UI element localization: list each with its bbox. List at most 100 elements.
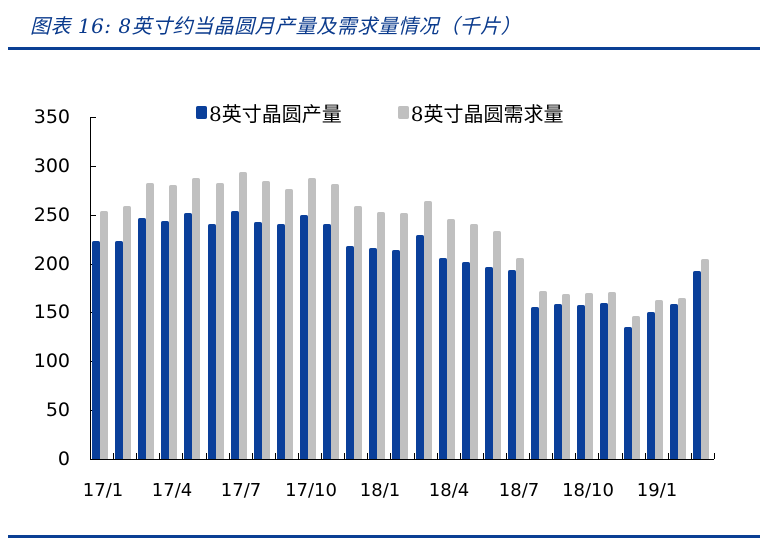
bar-demand — [470, 224, 478, 459]
x-tick — [645, 453, 646, 459]
legend-label-production: 8英寸晶圆产量 — [209, 102, 342, 126]
x-tick — [206, 453, 207, 459]
bar-demand — [562, 294, 570, 459]
x-axis — [90, 459, 714, 460]
y-tick-label: 300 — [33, 155, 70, 177]
bar-demand — [447, 219, 455, 459]
y-tick-label: 0 — [57, 448, 70, 470]
bar-demand — [123, 206, 131, 459]
bar-production — [92, 241, 100, 459]
bar-demand — [146, 183, 154, 459]
y-tick — [90, 215, 96, 216]
x-tick — [367, 453, 368, 459]
x-tick — [575, 453, 576, 459]
x-tick — [414, 453, 415, 459]
bar-demand — [655, 300, 663, 459]
bar-demand — [308, 178, 316, 459]
bar-demand — [608, 292, 616, 459]
y-tick — [90, 166, 96, 167]
x-tick — [344, 453, 345, 459]
y-tick-label: 350 — [33, 106, 70, 128]
bottom-divider — [8, 535, 760, 538]
y-tick-label: 150 — [33, 301, 70, 323]
x-tick — [159, 453, 160, 459]
bar-production — [577, 305, 585, 459]
bar-production — [277, 224, 285, 459]
x-tick-label: 19/1 — [636, 480, 678, 501]
y-tick-label: 200 — [33, 253, 70, 275]
legend-item-production: 8英寸晶圆产量 — [196, 98, 342, 127]
bar-production — [600, 303, 608, 459]
y-axis — [90, 117, 91, 460]
x-tick — [321, 453, 322, 459]
chart-legend: 8英寸晶圆产量 8英寸晶圆需求量 — [196, 98, 619, 127]
legend-swatch-demand — [397, 106, 409, 119]
x-tick — [529, 453, 530, 459]
y-tick — [90, 117, 96, 118]
x-tick — [252, 453, 253, 459]
x-tick — [460, 453, 461, 459]
bar-demand — [539, 291, 547, 459]
bar-demand — [377, 212, 385, 459]
bar-demand — [400, 213, 408, 459]
bar-production — [300, 215, 308, 459]
bar-production — [138, 218, 146, 459]
x-tick — [598, 453, 599, 459]
x-tick — [298, 453, 299, 459]
bar-production — [392, 250, 400, 459]
bar-demand — [285, 189, 293, 459]
x-tick-label: 18/7 — [498, 480, 540, 501]
bar-production — [624, 327, 632, 459]
bar-production — [115, 241, 123, 459]
x-tick-label: 17/10 — [285, 480, 337, 501]
bar-demand — [262, 181, 270, 459]
y-tick-label: 50 — [45, 399, 70, 421]
bar-production — [254, 222, 262, 459]
bar-production — [485, 267, 493, 459]
x-tick — [506, 453, 507, 459]
bar-production — [416, 235, 424, 459]
x-tick-label: 18/10 — [562, 480, 614, 501]
bar-demand — [678, 298, 686, 459]
bar-demand — [701, 259, 709, 459]
x-tick-label: 18/4 — [428, 480, 470, 501]
y-tick-label: 250 — [33, 204, 70, 226]
bar-production — [647, 312, 655, 459]
bar-demand — [216, 183, 224, 459]
x-tick — [691, 453, 692, 459]
bar-production — [323, 224, 331, 459]
bar-demand — [585, 293, 593, 459]
bar-demand — [192, 178, 200, 459]
figure-title: 图表 16: 8英寸约当晶圆月产量及需求量情况（千片） — [30, 14, 522, 38]
bar-demand — [516, 258, 524, 459]
top-divider — [8, 47, 760, 50]
legend-label-demand: 8英寸晶圆需求量 — [410, 102, 564, 126]
x-tick — [229, 453, 230, 459]
y-tick — [90, 459, 96, 460]
bar-production — [670, 304, 678, 459]
x-tick — [668, 453, 669, 459]
bar-production — [208, 224, 216, 459]
bar-demand — [354, 206, 362, 459]
bar-production — [161, 221, 169, 459]
bar-demand — [100, 211, 108, 459]
x-tick — [182, 453, 183, 459]
x-tick — [483, 453, 484, 459]
bar-production — [554, 304, 562, 459]
x-tick-label: 17/4 — [151, 480, 193, 501]
x-tick-label: 17/7 — [220, 480, 262, 501]
bar-demand — [331, 184, 339, 459]
x-tick — [552, 453, 553, 459]
x-tick — [390, 453, 391, 459]
x-tick — [113, 453, 114, 459]
bar-production — [346, 246, 354, 459]
bar-production — [508, 270, 516, 459]
bar-production — [531, 307, 539, 459]
x-tick-label: 17/1 — [82, 480, 124, 501]
y-tick-label: 100 — [33, 350, 70, 372]
legend-swatch-production — [196, 106, 207, 119]
bar-demand — [632, 316, 640, 459]
x-tick — [437, 453, 438, 459]
bar-production — [231, 211, 239, 459]
